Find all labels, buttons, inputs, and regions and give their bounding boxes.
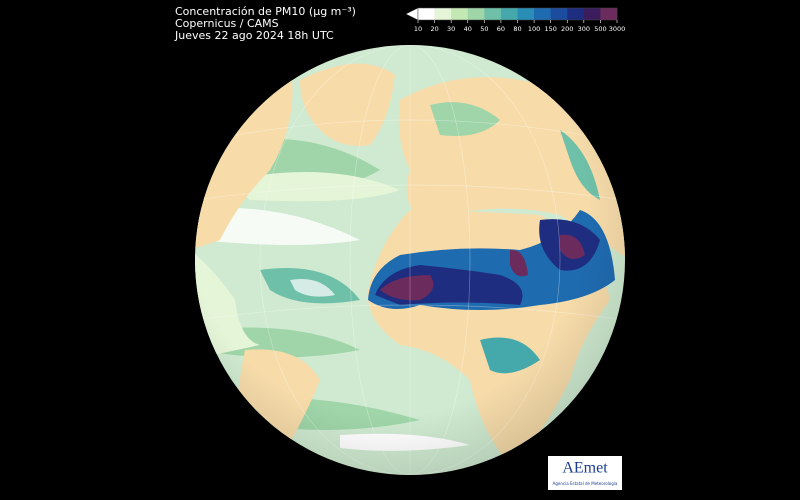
colorbar-tick-label: 10 [414,25,422,33]
colorbar-cell [500,8,518,20]
colorbar-cell [567,8,585,20]
colorbar-tick-label: 30 [447,25,455,33]
colorbar-cell [451,8,469,20]
colorbar-cell [550,8,568,20]
logo-subtitle: Agencia Estatal de Meteorología [553,481,618,486]
colorbar-tick-label: 100 [528,25,540,33]
colorbar-tick-label: 300 [578,25,590,33]
date: Jueves 22 ago 2024 18h UTC [174,29,334,42]
colorbar-tick-label: 150 [544,25,556,33]
logo: AEmet Agencia Estatal de Meteorología [548,456,622,490]
colorbar-cell [600,8,618,20]
colorbar-tick-label: 60 [497,25,505,33]
title: Concentración de PM10 (µg m⁻³) [175,5,356,18]
colorbar-cell [517,8,535,20]
colorbar-cell [583,8,601,20]
subtitle: Copernicus / CAMS [175,17,279,30]
colorbar: 10 20 30 40 50 60 80 100 150 200 300 500 3000 [405,7,626,33]
colorbar-tick-label: 3000 [609,25,626,33]
colorbar-cell [418,8,435,20]
colorbar-tick-label: 50 [480,25,488,33]
colorbar-under [405,7,419,21]
colorbar-tick-label: 80 [513,25,521,33]
colorbar-cell [434,8,452,20]
colorbar-tick-label: 500 [594,25,606,33]
colorbar-tick-label: 20 [430,25,438,33]
globe [195,45,625,475]
colorbar-cell [467,8,485,20]
colorbar-cell [534,8,551,20]
colorbar-tick-label: 40 [464,25,472,33]
colorbar-tick-label: 200 [561,25,573,33]
logo-name: AEmet [562,460,608,477]
colorbar-cell [484,8,502,20]
